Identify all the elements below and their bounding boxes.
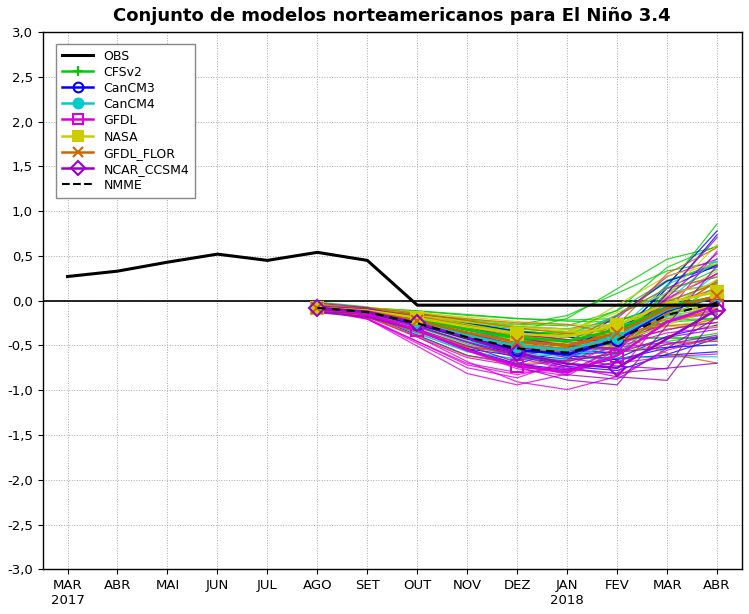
Legend: OBS, CFSv2, CanCM3, CanCM4, GFDL, NASA, GFDL_FLOR, NCAR_CCSM4, NMME: OBS, CFSv2, CanCM3, CanCM4, GFDL, NASA, … bbox=[55, 44, 195, 198]
Title: Conjunto de modelos norteamericanos para El Niño 3.4: Conjunto de modelos norteamericanos para… bbox=[114, 7, 671, 25]
